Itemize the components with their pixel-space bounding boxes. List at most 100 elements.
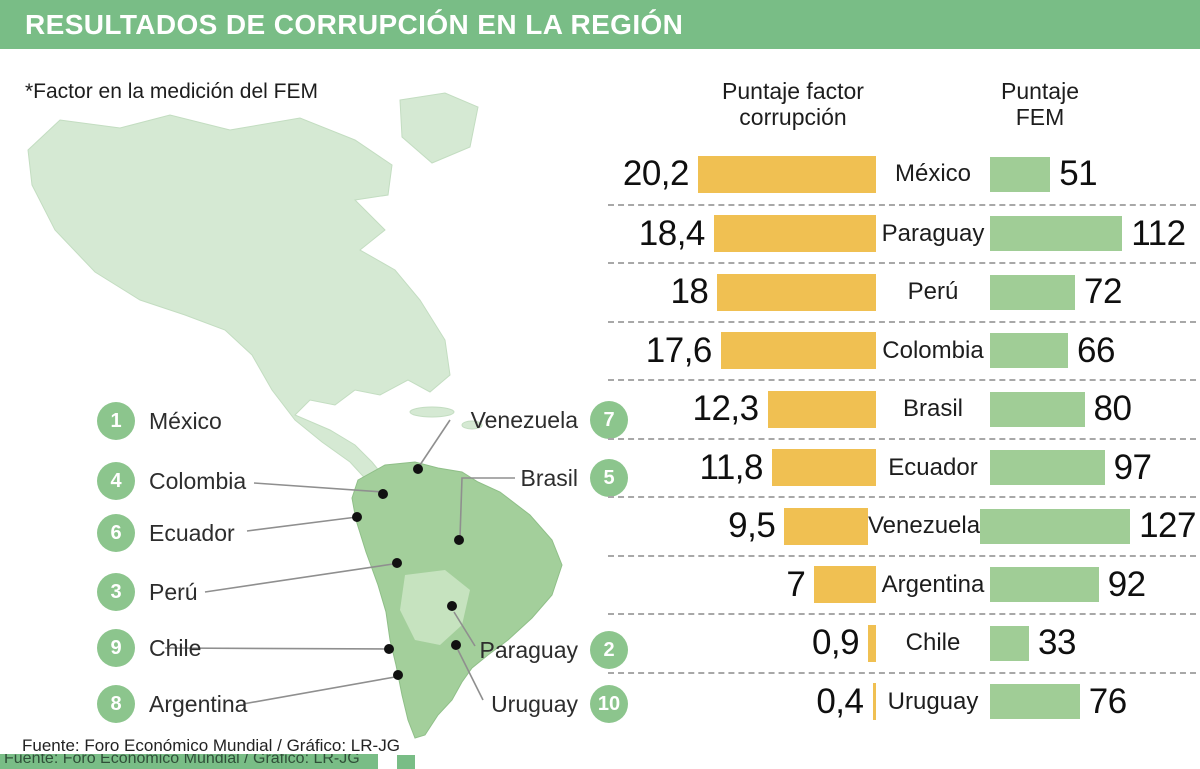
factor-value: 0,4 [816, 681, 864, 721]
fem-value: 76 [1088, 681, 1127, 721]
rank-badge: 7 [590, 401, 628, 439]
map-label: 9 Chile [97, 629, 201, 667]
factor-cell: 0,9 [608, 623, 876, 663]
chart-row: 0,9 Chile 33 [608, 613, 1196, 672]
rank-badge: 8 [97, 685, 135, 723]
chart-row: 12,3 Brasil 80 [608, 379, 1196, 438]
country-name: Colombia [149, 467, 247, 494]
ecuador-connector [246, 516, 358, 532]
fem-bar [990, 333, 1068, 369]
fem-bar [990, 567, 1099, 603]
rank-badge: 2 [590, 631, 628, 669]
map-label: 8 Argentina [97, 685, 247, 723]
factor-value: 18 [670, 272, 709, 312]
country-label: Chile [905, 629, 961, 657]
chart-row: 9,5 Venezuela 127 [608, 496, 1196, 555]
country-label: Uruguay [887, 687, 979, 715]
bottom-artifact-strip: Fuente: Foro Económico Mundial / Gráfico… [0, 754, 378, 769]
factor-value: 11,8 [699, 447, 763, 487]
map-label: Brasil 5 [420, 459, 628, 497]
argentina-connector [242, 676, 396, 705]
factor-cell: 17,6 [608, 331, 876, 371]
source-credit: Fuente: Foro Económico Mundial / Gráfico… [22, 736, 400, 755]
fem-value: 92 [1107, 564, 1146, 604]
country-label: Colombia [882, 336, 984, 364]
country-name: Chile [149, 634, 202, 661]
factor-bar [720, 332, 876, 370]
paraguay-dot [447, 601, 457, 611]
ecuador-dot [352, 512, 362, 522]
fem-value: 51 [1059, 154, 1098, 194]
argentina-dot [393, 670, 403, 680]
map-label: Paraguay 2 [420, 631, 628, 669]
fem-cell: 72 [990, 272, 1196, 312]
factor-value: 20,2 [622, 154, 690, 194]
fem-value: 127 [1139, 506, 1196, 546]
factor-value: 17,6 [645, 330, 713, 370]
country-name: Uruguay [491, 690, 578, 717]
map-label: 4 Colombia [97, 462, 246, 500]
greenland-shape [399, 92, 479, 164]
chart-row: 7 Argentina 92 [608, 554, 1196, 614]
fem-value: 80 [1093, 389, 1132, 429]
factor-cell: 11,8 [608, 448, 876, 488]
factor-bar [767, 390, 876, 428]
rank-badge: 6 [97, 514, 135, 552]
fem-column-header: Puntaje FEM [1000, 78, 1079, 131]
chile-dot [384, 644, 394, 654]
fem-cell: 76 [990, 682, 1196, 722]
fem-cell: 92 [990, 565, 1196, 605]
chart-row: 18 Perú 72 [608, 262, 1196, 321]
factor-bar [713, 215, 876, 253]
factor-value: 12,3 [692, 389, 759, 429]
country-label: Perú [907, 278, 959, 306]
factor-bar [772, 449, 876, 487]
country-label: México [894, 160, 972, 188]
fem-value: 112 [1131, 213, 1186, 253]
country-label: Venezuela [867, 512, 981, 540]
fem-cell: 66 [990, 331, 1196, 371]
factor-bar [872, 683, 876, 721]
factor-cell: 7 [608, 565, 876, 605]
fem-bar [990, 156, 1051, 192]
peru-connector [204, 563, 394, 593]
fem-bar [990, 450, 1105, 486]
country-name: Ecuador [149, 519, 235, 546]
chart-row: 20,2 México 51 [608, 145, 1196, 204]
fem-cell: 51 [990, 154, 1196, 194]
map-label: 3 Perú [97, 573, 198, 611]
rank-badge: 3 [97, 573, 135, 611]
country-name: Brasil [520, 464, 578, 491]
factor-cell: 9,5 [608, 506, 868, 546]
fem-value: 97 [1113, 447, 1152, 487]
country-name: México [149, 407, 222, 434]
factor-cell: 12,3 [608, 389, 876, 429]
chart-row: 11,8 Ecuador 97 [608, 437, 1196, 497]
fem-bar [990, 216, 1123, 252]
fem-value: 33 [1038, 623, 1076, 663]
fem-cell: 97 [990, 448, 1196, 488]
factor-bar [814, 566, 876, 604]
bar-chart: Puntaje factor corrupción Puntaje FEM 20… [608, 78, 1196, 733]
factor-bar [868, 624, 876, 662]
fem-cell: 127 [980, 506, 1196, 546]
bottom-artifact-text: Fuente: Foro Económico Mundial / Gráfico… [4, 754, 360, 767]
factor-bar [698, 155, 876, 193]
brasil-dot [454, 535, 464, 545]
country-name: Perú [149, 578, 198, 605]
peru-dot [392, 558, 402, 568]
rank-badge: 5 [590, 459, 628, 497]
fem-bar [980, 508, 1131, 544]
chart-row: 17,6 Colombia 66 [608, 320, 1196, 380]
chart-rows: 20,2 México 51 18,4 Paraguay 112 18 Perú 72 17,6 C… [608, 145, 1196, 730]
map-label: 1 México [97, 402, 222, 440]
colombia-connector [253, 482, 384, 493]
map-label: Venezuela 7 [420, 401, 628, 439]
colombia-dot [378, 489, 388, 499]
bottom-artifact-square [397, 755, 415, 769]
rank-badge: 10 [590, 685, 628, 723]
factor-cell: 18,4 [608, 214, 876, 254]
factor-bar [717, 273, 876, 311]
page-title: RESULTADOS DE CORRUPCIÓN EN LA REGIÓN [25, 8, 684, 40]
